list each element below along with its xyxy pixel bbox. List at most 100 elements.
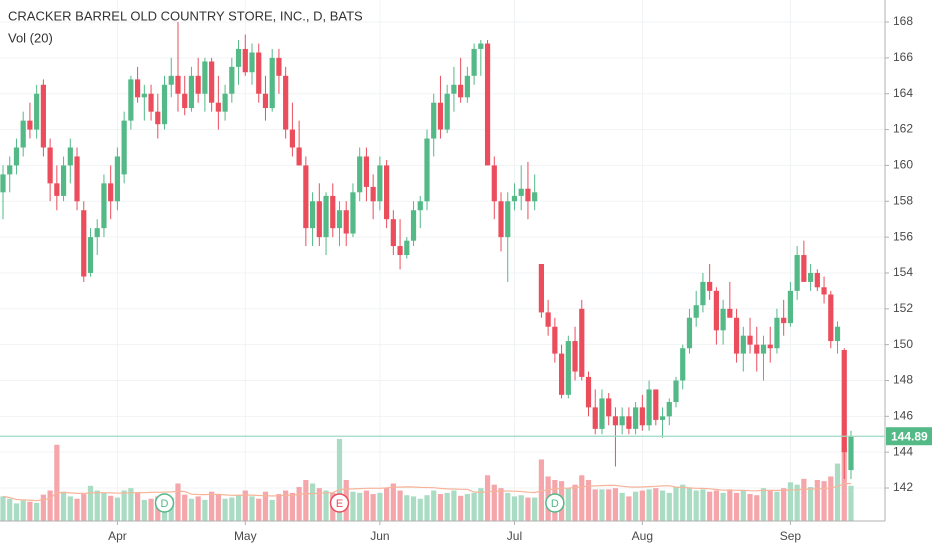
- y-tick-label: 152: [893, 301, 913, 315]
- candle-body: [585, 376, 592, 408]
- candle-body: [323, 195, 329, 238]
- candle-body: [774, 317, 780, 349]
- candle-body: [518, 188, 524, 196]
- candle-body: [639, 407, 645, 426]
- candle-body: [262, 93, 269, 109]
- volume-bar: [619, 492, 625, 521]
- candle-body: [754, 344, 760, 354]
- volume-bar: [121, 490, 127, 521]
- candle-body: [121, 120, 127, 175]
- candle-body: [54, 183, 60, 196]
- candle-body: [390, 219, 396, 247]
- candle-body: [686, 317, 693, 349]
- volume-bar: [390, 483, 396, 521]
- candle-body: [558, 353, 565, 395]
- y-tick-label: 160: [893, 158, 913, 172]
- candle-body: [397, 246, 403, 256]
- volume-bar: [505, 492, 511, 521]
- volume-bar: [767, 490, 773, 521]
- volume-bar: [242, 490, 248, 521]
- volume-bar: [363, 490, 370, 521]
- y-tick-label: 142: [893, 480, 913, 494]
- candle-body: [511, 195, 518, 202]
- candle-body: [309, 201, 316, 229]
- volume-bar: [498, 488, 504, 521]
- candle-body: [707, 281, 713, 291]
- volume-bar: [747, 494, 753, 521]
- event-label: E: [336, 498, 343, 510]
- volume-bar: [821, 481, 827, 521]
- volume-bar: [296, 487, 302, 521]
- candle-body: [814, 272, 820, 288]
- y-tick-label: 166: [893, 50, 913, 64]
- candle-body: [256, 52, 262, 94]
- volume-bar: [47, 490, 53, 521]
- volume-bar: [585, 479, 592, 521]
- candle-body: [357, 156, 363, 193]
- candle-body: [363, 156, 370, 187]
- volume-bar: [54, 444, 60, 521]
- candle-body: [437, 102, 444, 130]
- x-tick-label: Aug: [632, 529, 653, 543]
- candle-body: [781, 317, 787, 324]
- volume-bar: [81, 494, 87, 521]
- volume-bar: [626, 496, 632, 521]
- volume-bar: [646, 489, 652, 521]
- candle-body: [666, 401, 672, 417]
- candle-body: [444, 93, 450, 130]
- volume-bar: [787, 482, 794, 521]
- volume-bar: [357, 492, 363, 521]
- volume-bar: [215, 494, 221, 521]
- volume-bar: [20, 500, 26, 521]
- volume-bar: [67, 496, 73, 521]
- volume-bar: [686, 488, 693, 521]
- volume-bar: [653, 488, 659, 521]
- volume-bar: [209, 491, 215, 521]
- volume-bar: [34, 502, 40, 521]
- candle-body: [336, 210, 343, 229]
- candle-body: [34, 93, 40, 130]
- x-tick-label: Apr: [108, 529, 127, 543]
- y-tick-label: 162: [893, 122, 913, 136]
- candle-body: [760, 344, 767, 354]
- volume-bar: [249, 496, 255, 521]
- volume-bar: [612, 488, 619, 521]
- candle-body: [350, 192, 356, 234]
- candle-body: [626, 416, 632, 429]
- volume-bar: [639, 490, 645, 521]
- volume-bar: [471, 492, 477, 521]
- volume-bar: [222, 498, 228, 521]
- candle-body: [27, 120, 33, 130]
- candle-body: [74, 156, 80, 202]
- candle-body: [114, 156, 121, 202]
- candle-body: [128, 79, 134, 121]
- volume-bar: [350, 491, 356, 521]
- candle-body: [215, 102, 221, 112]
- volume-bar: [828, 476, 834, 521]
- candle-body: [81, 210, 87, 277]
- volume-bar: [740, 490, 746, 521]
- volume-bar: [336, 438, 343, 521]
- candle-body: [289, 129, 295, 148]
- x-tick-label: Sep: [780, 529, 802, 543]
- volume-bar: [848, 485, 854, 521]
- candle-body: [168, 75, 174, 85]
- candle-body: [195, 75, 201, 94]
- candle-body: [0, 174, 6, 193]
- volume-bar: [754, 495, 760, 521]
- volume-bar: [565, 488, 571, 521]
- candle-body: [451, 84, 457, 94]
- volume-bar: [760, 488, 767, 521]
- volume-bar: [720, 492, 726, 521]
- candle-body: [612, 416, 619, 426]
- candle-body: [188, 75, 195, 109]
- plot: [0, 22, 854, 521]
- candle-body: [303, 165, 309, 229]
- volume-bar: [451, 490, 457, 521]
- candle-body: [94, 228, 100, 238]
- volume-bar: [135, 492, 141, 521]
- candle-body: [498, 201, 504, 238]
- volume-bar: [532, 497, 538, 521]
- volume-bar: [437, 494, 444, 521]
